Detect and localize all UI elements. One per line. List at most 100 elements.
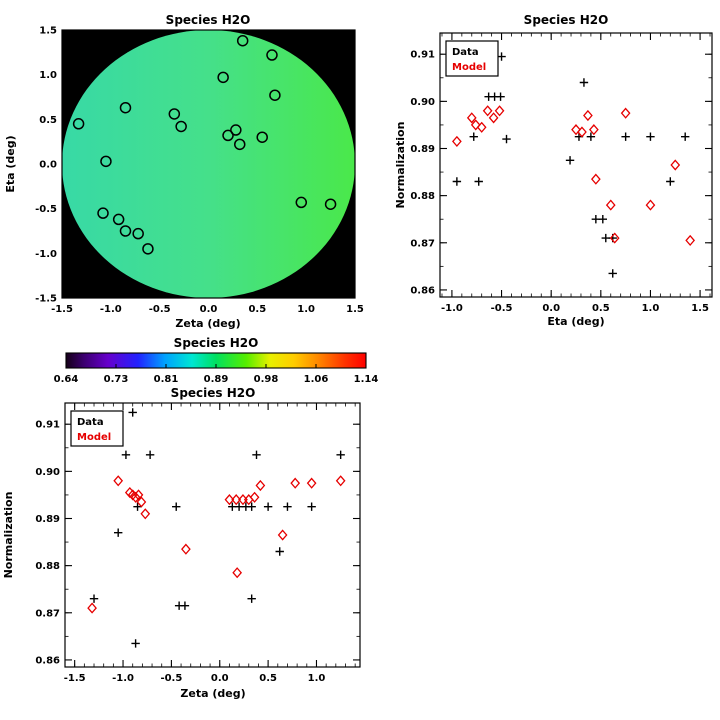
data-point-marker — [121, 450, 131, 460]
map-source-point — [269, 89, 281, 101]
tick-label: -0.5 — [35, 204, 57, 215]
colorbar-title: Species H2O — [174, 336, 259, 350]
map-source-point — [132, 227, 144, 240]
model-point-marker — [470, 119, 481, 131]
map-source-point — [72, 118, 85, 130]
tick-label: -0.5 — [160, 673, 182, 684]
tick-label: 0.73 — [104, 374, 129, 385]
tick-label: 0.86 — [410, 285, 435, 296]
data-point-marker — [180, 601, 190, 610]
tick-label: -1.0 — [441, 303, 463, 314]
map-source-point — [217, 71, 229, 84]
model-point-marker — [335, 475, 346, 487]
tick-label: 1.0 — [642, 303, 660, 314]
eta-legend-box — [445, 40, 499, 77]
model-point-marker — [306, 477, 317, 489]
map-source-point — [100, 155, 112, 168]
data-point-marker — [283, 502, 292, 511]
model-point-marker — [224, 494, 235, 506]
model-point-marker — [645, 199, 656, 211]
tick-label: -1.5 — [51, 304, 73, 315]
data-point-marker — [247, 594, 256, 603]
zeta-scatter-chart: Species H2O Zeta (deg) Normalization -1.… — [2, 386, 361, 700]
tick-label: 0.87 — [35, 608, 60, 619]
data-point-marker — [586, 132, 596, 141]
map-source-point — [142, 243, 154, 255]
zeta-scatter-title: Species H2O — [171, 386, 256, 400]
data-point-marker — [621, 132, 630, 141]
data-point-marker — [128, 408, 137, 417]
model-point-marker — [255, 479, 266, 492]
zeta-legend-model-label: Model — [77, 432, 111, 443]
tick-label: 0.0 — [200, 304, 218, 315]
data-point-marker — [131, 639, 140, 648]
data-point-marker — [608, 269, 617, 278]
data-point-marker — [646, 132, 655, 141]
model-point-marker — [685, 234, 696, 247]
map-source-point — [222, 129, 234, 142]
map-source-point — [119, 101, 132, 114]
zeta-plot-area: -1.5 -1.0 -0.5 0.0 0.5 1.0 0.86 0.87 0.88 0.89 0.9… — [35, 402, 361, 684]
model-point-marker — [277, 529, 288, 541]
map-source-point — [295, 196, 308, 209]
map-source-point — [168, 108, 181, 120]
eta-plot-area: -1.0 -0.5 0.0 0.5 1.0 1.5 0.86 0.87 0.88 0.89 0.90… — [410, 32, 713, 314]
data-point-marker — [666, 177, 675, 186]
eta-scatter-yaxis-label: Normalization — [394, 122, 407, 209]
eta-scatter-title: Species H2O — [524, 13, 609, 27]
data-point-marker — [579, 78, 589, 87]
model-point-marker — [113, 475, 124, 487]
map-source-point — [119, 225, 132, 237]
map-source-point — [266, 49, 278, 61]
tick-label: 0.86 — [35, 655, 60, 666]
tick-label: 0.88 — [410, 191, 435, 202]
map-source-point — [236, 34, 249, 47]
map-source-point — [256, 131, 268, 143]
tick-label: 1.0 — [297, 304, 315, 315]
tick-label: 0.0 — [39, 160, 57, 171]
map-source-point — [324, 198, 337, 210]
tick-label: 1.06 — [304, 374, 329, 385]
tick-label: -1.5 — [35, 294, 57, 305]
zeta-legend-data-label: Data — [77, 417, 104, 428]
zeta-legend-box — [70, 410, 124, 447]
model-point-marker — [290, 477, 301, 489]
map-chart: Species H2O Zeta (deg) Eta (deg) -1.5 -1.… — [4, 13, 364, 330]
map-source-point — [230, 124, 242, 136]
tick-label: 0.91 — [35, 420, 60, 431]
eta-legend: Data Model — [445, 40, 499, 77]
tick-label: 0.89 — [35, 514, 60, 525]
data-point-marker — [502, 134, 511, 144]
data-point-marker — [474, 177, 483, 186]
model-point-marker — [476, 121, 487, 133]
tick-label: -1.0 — [100, 304, 122, 315]
map-source-point — [234, 138, 246, 151]
data-point-marker — [680, 132, 690, 141]
tick-label: 0.64 — [54, 374, 79, 385]
tick-label: 0.0 — [211, 673, 229, 684]
tick-label: 0.90 — [35, 467, 60, 478]
data-point-marker — [307, 502, 316, 511]
tick-label: 0.5 — [39, 115, 57, 126]
model-point-marker — [231, 494, 242, 506]
map-frame — [61, 29, 356, 299]
tick-label: -1.0 — [35, 249, 57, 260]
tick-label: 0.0 — [542, 303, 560, 314]
tick-label: 0.90 — [410, 97, 435, 108]
data-point-marker — [565, 156, 575, 165]
tick-label: 0.98 — [254, 374, 279, 385]
model-point-marker — [232, 567, 243, 579]
data-point-marker — [275, 547, 284, 556]
model-point-marker — [620, 107, 631, 119]
model-point-marker — [466, 112, 477, 124]
colorbar-chart: Species H2O 0.64 0.73 0.81 0.89 0.98 1.06 1.14 — [54, 336, 379, 385]
data-point-marker — [263, 502, 273, 511]
tick-label: 1.5 — [39, 26, 57, 37]
model-point-marker — [609, 232, 620, 244]
data-point-marker — [496, 92, 505, 101]
colorbar-gradient — [66, 353, 366, 368]
tick-label: 0.5 — [248, 304, 266, 315]
model-point-marker — [583, 109, 593, 122]
